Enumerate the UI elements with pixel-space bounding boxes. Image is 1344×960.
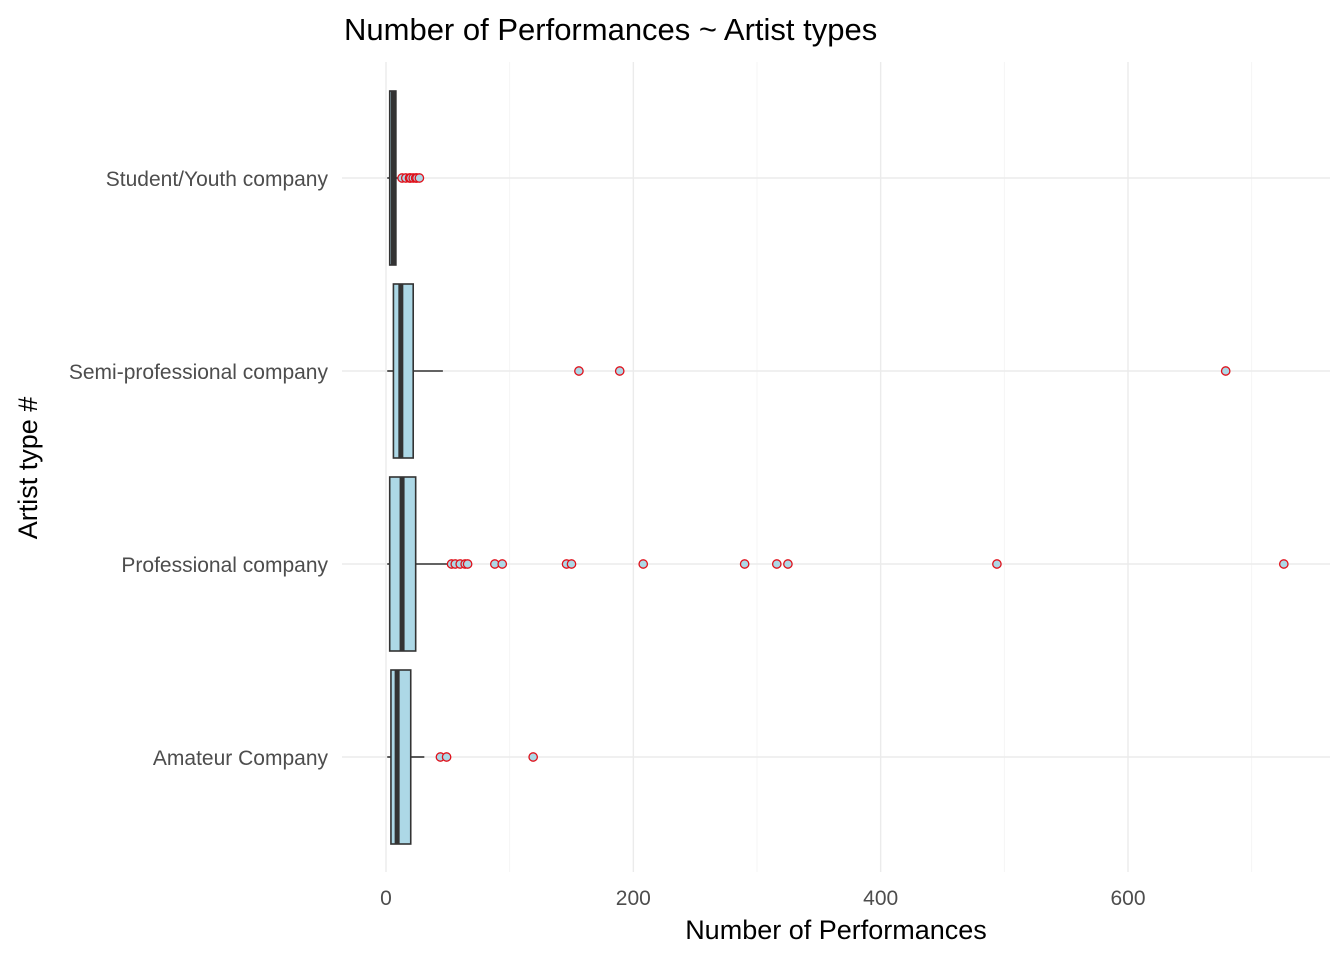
box-group xyxy=(387,90,425,266)
y-tick-label: Professional company xyxy=(121,554,328,577)
x-tick-label: 400 xyxy=(863,887,898,910)
outlier-point xyxy=(497,559,508,569)
x-axis-title: Number of Performances xyxy=(685,915,987,945)
y-tick-label: Semi-professional company xyxy=(69,361,329,384)
outlier-point xyxy=(414,173,425,183)
outlier-point xyxy=(771,559,782,569)
outlier-point xyxy=(441,752,452,762)
outlier-point xyxy=(783,559,793,569)
iqr-box xyxy=(390,669,412,845)
y-axis-title: Artist type # xyxy=(13,397,43,540)
grid-lines xyxy=(342,62,1330,872)
box-group xyxy=(387,669,539,845)
y-tick-label: Amateur Company xyxy=(153,747,329,770)
outlier-point xyxy=(638,559,649,569)
outlier-point xyxy=(739,559,750,569)
outlier-point xyxy=(992,559,1002,569)
chart-title: Number of Performances ~ Artist types xyxy=(344,12,877,47)
outlier-point xyxy=(566,559,577,569)
x-tick-label: 600 xyxy=(1110,887,1145,910)
tick-labels: 0 200 400 600 Amateur Company Professional co… xyxy=(69,168,1146,910)
outlier-point xyxy=(462,559,473,569)
box-group xyxy=(387,283,1231,459)
plot-marks xyxy=(387,90,1289,845)
x-tick-label: 200 xyxy=(616,887,651,910)
outlier-point xyxy=(574,366,584,376)
x-tick-label: 0 xyxy=(380,887,392,910)
outlier-point xyxy=(1220,366,1231,376)
outlier-point xyxy=(1278,559,1289,569)
box-group xyxy=(387,476,1289,652)
outlier-point xyxy=(528,752,539,762)
y-tick-label: Student/Youth company xyxy=(106,168,329,191)
outlier-point xyxy=(614,366,625,376)
